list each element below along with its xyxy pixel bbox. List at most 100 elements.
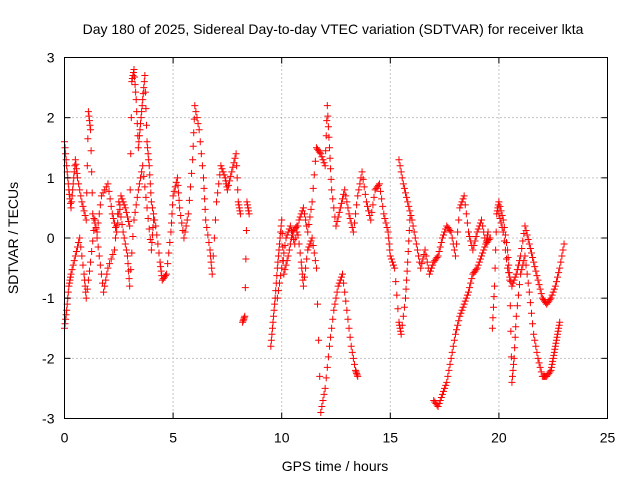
data-point xyxy=(396,162,404,170)
data-point xyxy=(354,192,362,200)
data-point xyxy=(438,234,446,242)
data-point xyxy=(268,324,276,332)
data-point xyxy=(292,234,300,242)
data-point xyxy=(195,126,203,134)
data-point xyxy=(560,240,568,248)
data-point xyxy=(516,257,524,265)
data-point xyxy=(132,96,140,104)
data-point xyxy=(475,258,483,266)
data-point xyxy=(120,234,128,242)
data-point xyxy=(393,291,401,299)
data-point xyxy=(99,189,107,197)
data-point xyxy=(359,175,367,183)
data-point xyxy=(245,210,253,218)
data-point xyxy=(345,324,353,332)
data-point xyxy=(464,228,472,236)
data-point xyxy=(180,234,188,242)
data-point xyxy=(311,157,319,165)
data-point xyxy=(531,263,539,271)
data-point xyxy=(478,216,486,224)
data-point xyxy=(235,201,243,209)
data-point xyxy=(336,204,344,212)
data-point xyxy=(455,216,463,224)
data-point xyxy=(89,237,97,245)
data-point xyxy=(549,357,557,365)
data-point xyxy=(267,336,275,344)
data-point xyxy=(67,270,75,278)
data-point xyxy=(386,252,394,260)
data-point xyxy=(518,245,526,253)
data-point xyxy=(460,192,468,200)
data-point xyxy=(120,201,128,209)
data-point xyxy=(306,240,314,248)
data-point xyxy=(169,192,177,200)
data-point xyxy=(102,276,110,284)
data-point xyxy=(65,282,73,290)
data-point xyxy=(193,114,201,122)
data-point xyxy=(68,198,76,206)
data-point xyxy=(72,165,80,173)
data-point xyxy=(79,202,87,210)
data-point xyxy=(492,246,500,254)
data-point xyxy=(282,234,290,242)
data-point xyxy=(164,260,172,268)
data-point xyxy=(448,234,456,242)
data-point xyxy=(126,282,134,290)
data-point xyxy=(419,255,427,263)
data-point xyxy=(381,214,389,222)
data-point xyxy=(83,162,91,170)
data-point xyxy=(552,339,560,347)
data-point xyxy=(184,210,192,218)
data-point xyxy=(239,318,247,326)
data-point xyxy=(149,223,157,231)
data-point xyxy=(227,172,235,180)
data-point xyxy=(155,249,163,257)
data-point xyxy=(74,174,82,182)
data-point xyxy=(345,210,353,218)
data-point xyxy=(337,199,345,207)
data-point xyxy=(365,207,373,215)
data-point xyxy=(341,186,349,194)
data-point xyxy=(121,240,129,248)
data-point xyxy=(219,168,227,176)
data-point xyxy=(383,223,391,231)
data-point xyxy=(175,189,183,197)
data-point xyxy=(233,162,241,170)
y-tick-label: 0 xyxy=(47,230,55,246)
data-point xyxy=(131,73,139,81)
data-point xyxy=(508,378,516,386)
data-point xyxy=(128,249,136,257)
x-tick-labels: 0 5 10 15 20 25 xyxy=(61,430,616,446)
data-point xyxy=(323,363,331,371)
data-point xyxy=(548,360,556,368)
data-point xyxy=(410,228,418,236)
data-point xyxy=(77,243,85,251)
data-point xyxy=(491,282,499,290)
data-point xyxy=(245,207,253,215)
data-point xyxy=(456,204,464,212)
data-point xyxy=(234,198,242,206)
data-point xyxy=(441,384,449,392)
data-point xyxy=(348,348,356,356)
data-point xyxy=(226,177,234,185)
data-point xyxy=(519,237,527,245)
data-point xyxy=(284,252,292,260)
data-point xyxy=(112,234,120,242)
data-point xyxy=(472,232,480,240)
data-point xyxy=(455,317,463,325)
data-point xyxy=(101,282,109,290)
x-tick-label: 10 xyxy=(274,430,290,446)
data-point xyxy=(558,252,566,260)
data-point xyxy=(116,205,124,213)
data-point xyxy=(446,226,454,234)
data-point xyxy=(437,393,445,401)
data-point xyxy=(71,162,79,170)
data-point xyxy=(203,223,211,231)
data-point xyxy=(190,129,198,137)
data-point xyxy=(425,270,433,278)
data-point xyxy=(202,216,210,224)
data-point xyxy=(530,330,538,338)
data-point xyxy=(145,156,153,164)
data-point xyxy=(405,237,413,245)
data-point xyxy=(93,228,101,236)
